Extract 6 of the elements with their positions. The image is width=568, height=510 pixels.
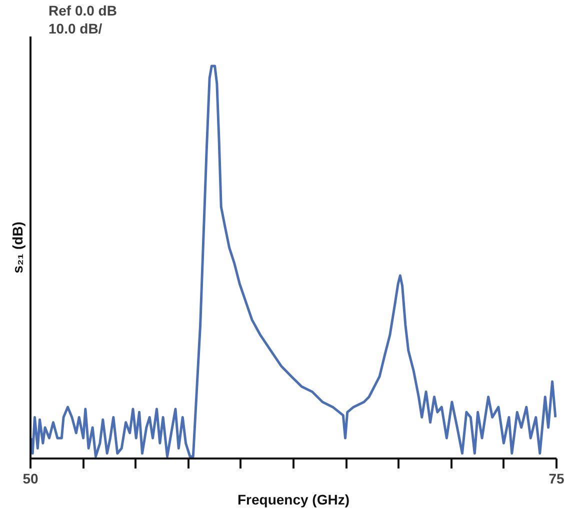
text: 10.0 dB/: [48, 20, 102, 36]
x-tick-label: 50: [22, 470, 38, 486]
text: Ref 0.0 dB: [48, 2, 117, 18]
x-tick-label: 75: [548, 470, 564, 486]
y-axis-title: s₂₁ (dB): [10, 222, 26, 274]
x-axis-title: Frequency (GHz): [237, 492, 350, 508]
